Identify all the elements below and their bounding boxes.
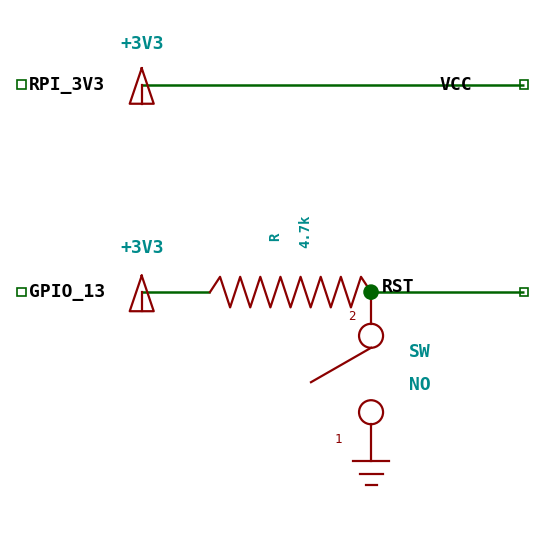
Text: +3V3: +3V3 [120,240,164,257]
Text: R: R [268,232,283,241]
Text: GPIO_13: GPIO_13 [29,283,105,301]
Text: VCC: VCC [439,76,472,93]
Text: 2: 2 [348,310,356,323]
Circle shape [364,285,378,299]
Bar [17,288,26,296]
Text: 1: 1 [334,433,342,446]
Text: 4.7k: 4.7k [299,214,312,248]
Text: +3V3: +3V3 [120,35,164,52]
Text: NO: NO [409,376,431,394]
Text: RPI_3V3: RPI_3V3 [29,76,105,93]
Bar [520,80,528,89]
Text: SW: SW [409,343,431,361]
Bar [520,288,528,296]
Bar [17,80,26,89]
Text: RST: RST [382,278,414,295]
